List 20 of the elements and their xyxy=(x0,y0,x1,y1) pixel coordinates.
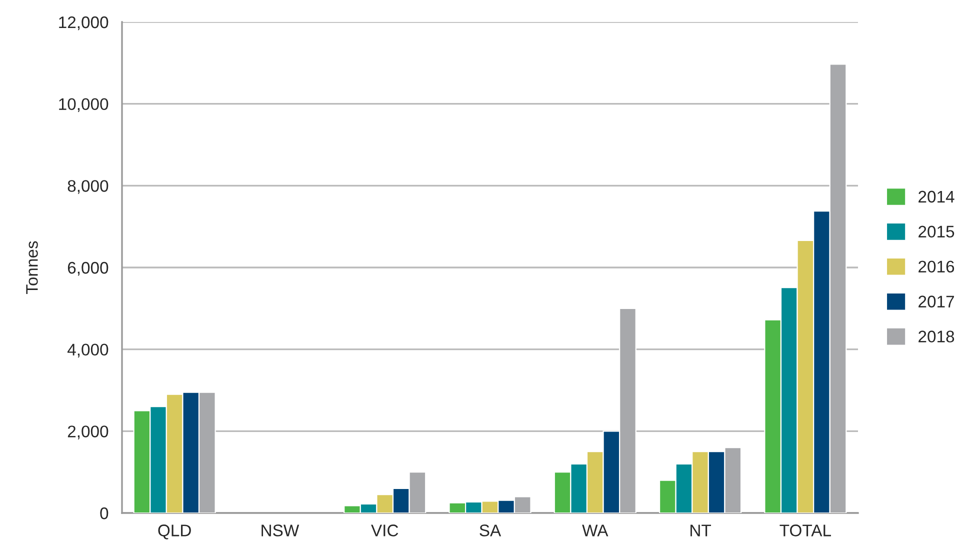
x-tick-label: NSW xyxy=(262,524,300,536)
x-tick-label: NT xyxy=(690,524,712,536)
x-tick-label: WA xyxy=(582,524,608,536)
legend-label: 2018 xyxy=(918,330,954,342)
legend-label: 2016 xyxy=(918,260,954,273)
x-tick-label: TOTAL xyxy=(780,524,831,536)
y-tick-label: 4,000 xyxy=(67,344,108,358)
x-tick-label: SA xyxy=(480,524,502,536)
x-tick-label: VIC xyxy=(371,524,398,536)
y-tick-label: 2,000 xyxy=(68,426,108,440)
legend-label: 2015 xyxy=(918,226,954,238)
y-tick-label: 10,000 xyxy=(59,98,108,112)
y-tick-label: 6,000 xyxy=(68,262,108,276)
x-tick-label: QLD xyxy=(158,524,191,540)
legend-label: 2014 xyxy=(918,190,954,203)
y-tick-label: 0 xyxy=(100,507,108,520)
legend-label: 2017 xyxy=(918,296,954,308)
y-tick-label: 12,000 xyxy=(59,16,108,30)
y-axis-title: Tonnes xyxy=(26,241,38,294)
y-tick-label: 8,000 xyxy=(68,180,108,194)
